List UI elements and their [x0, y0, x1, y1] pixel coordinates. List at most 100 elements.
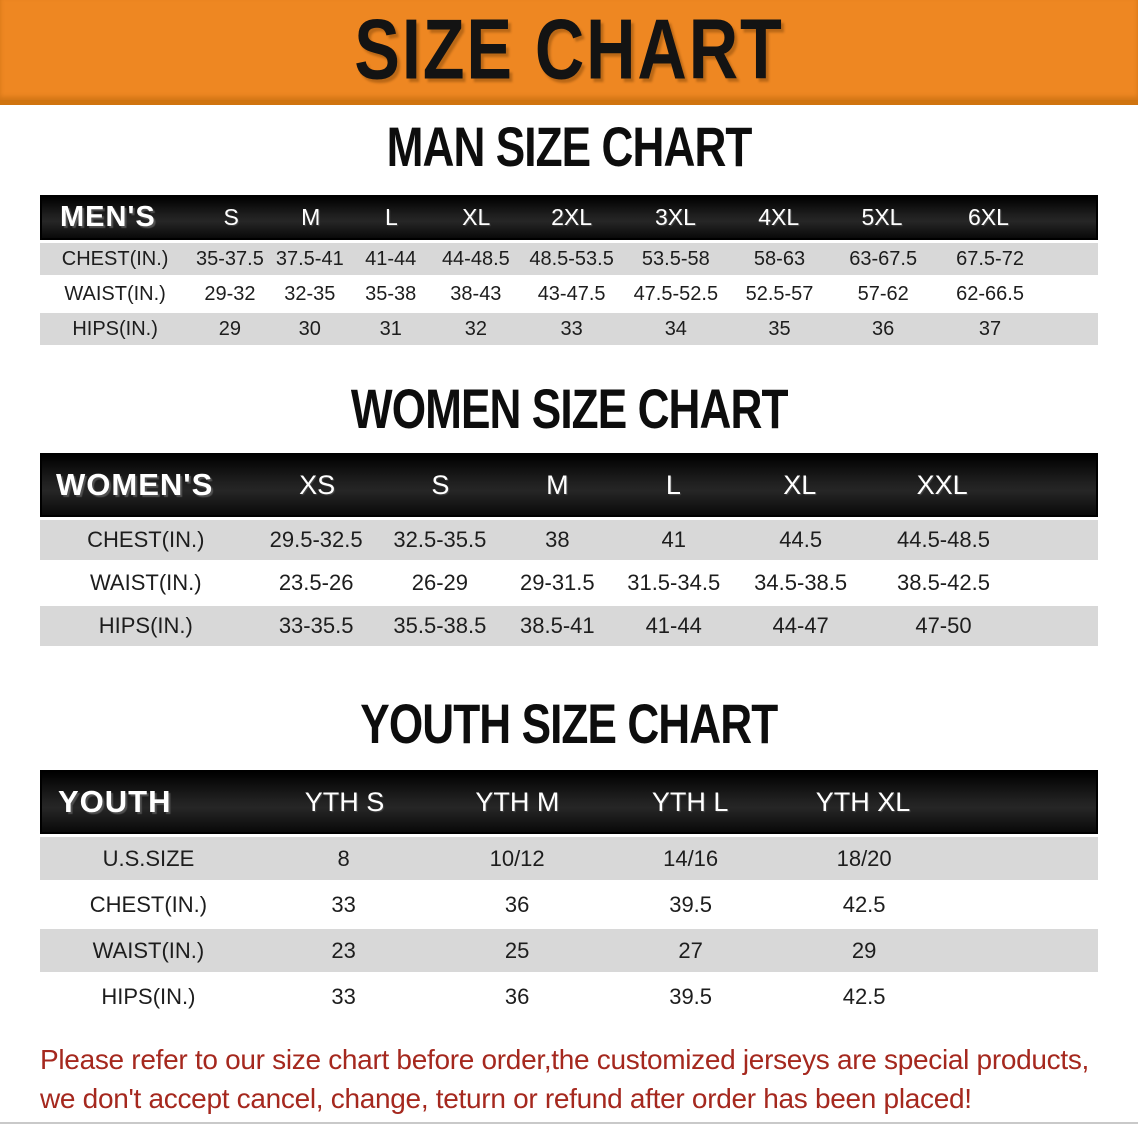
column-header-cell: L [665, 469, 681, 500]
column-header-cell: YTH M [475, 786, 560, 817]
value-cell: 57-62 [857, 282, 909, 305]
value-cell: 47-50 [915, 613, 972, 638]
value-cell: 35-38 [365, 282, 417, 305]
value-cell: 32.5-35.5 [393, 527, 487, 552]
value-cell: 42.5 [842, 983, 886, 1009]
column-header-cell: M [301, 204, 321, 230]
row-label-cell: HIPS(IN.) [101, 983, 196, 1009]
value-cell: 67.5-72 [956, 247, 1024, 270]
value-cell: 8 [337, 845, 350, 871]
table-row: CHEST(IN.) 35-37.5 37.5-41 41-44 44-48.5 48.5… [40, 243, 1098, 275]
value-cell: 33 [560, 317, 583, 340]
women-size-table: WOMEN'S XS S M L XL XXL CHEST(IN.) 29.5-32.5 32.5… [40, 453, 1098, 646]
column-header-cell: XXL [916, 469, 968, 500]
column-header-cell: 6XL [967, 204, 1009, 230]
value-cell: 48.5-53.5 [529, 247, 614, 270]
women-size-chart-heading: WOMEN SIZE CHART [0, 377, 1138, 440]
value-cell: 29-32 [204, 282, 256, 305]
value-cell: 33 [331, 891, 356, 917]
value-cell: 37.5-41 [275, 247, 344, 270]
value-cell: 32 [464, 317, 487, 340]
column-header-cell: XL [783, 469, 817, 500]
row-label-cell: WAIST(IN.) [92, 937, 205, 963]
value-cell: 23.5-26 [278, 570, 354, 595]
table-row: HIPS(IN.) 29 30 31 32 33 34 35 36 37 [40, 313, 1098, 345]
table-row: WAIST(IN.) 23 25 27 29 [40, 929, 1098, 972]
row-label-cell: HIPS(IN.) [98, 613, 193, 638]
value-cell: 27 [678, 937, 703, 963]
table-corner-label: WOMEN'S [56, 467, 214, 502]
disclaimer-line-2: we don't accept cancel, change, teturn o… [40, 1083, 972, 1114]
value-cell: 44-48.5 [441, 247, 510, 270]
row-label-cell: U.S.SIZE [102, 845, 195, 871]
value-cell: 42.5 [842, 891, 886, 917]
column-header-cell: 3XL [654, 204, 696, 230]
men-size-table: MEN'S S M L XL 2XL 3XL 4XL 5XL 6XL CHEST(IN.) 35-37… [40, 195, 1098, 345]
value-cell: 43-47.5 [537, 282, 606, 305]
youth-size-chart-heading: YOUTH SIZE CHART [0, 692, 1138, 755]
size-chart-banner: SIZE CHART [0, 0, 1138, 105]
row-label-cell: WAIST(IN.) [64, 282, 166, 305]
value-cell: 18/20 [836, 845, 892, 871]
value-cell: 58-63 [753, 247, 806, 270]
disclaimer-text: Please refer to our size chart before or… [40, 1040, 1138, 1118]
value-cell: 30 [298, 317, 321, 340]
value-cell: 38 [545, 527, 570, 552]
table-header-row: MEN'S S M L XL 2XL 3XL 4XL 5XL 6XL [40, 195, 1098, 240]
value-cell: 37 [978, 317, 1002, 340]
value-cell: 35 [768, 317, 791, 340]
row-label-cell: CHEST(IN.) [89, 891, 208, 917]
value-cell: 47.5-52.5 [633, 282, 719, 305]
value-cell: 52.5-57 [745, 282, 814, 305]
table-row: HIPS(IN.) 33-35.5 35.5-38.5 38.5-41 41-44 44-… [40, 606, 1098, 646]
column-header-cell: YTH S [304, 786, 385, 817]
column-header-cell: XL [462, 204, 491, 230]
value-cell: 35-37.5 [195, 247, 264, 270]
value-cell: 29 [218, 317, 242, 340]
column-header-cell: XS [299, 469, 336, 500]
table-corner-label: MEN'S [60, 201, 156, 233]
value-cell: 38.5-42.5 [896, 570, 990, 595]
value-cell: 32-35 [284, 282, 336, 305]
row-label-cell: CHEST(IN.) [61, 247, 169, 270]
value-cell: 36 [504, 983, 530, 1009]
column-header-cell: 2XL [551, 204, 593, 230]
table-row: HIPS(IN.) 33 36 39.5 42.5 [40, 975, 1098, 1018]
value-cell: 34 [664, 317, 687, 340]
table-row: WAIST(IN.) 29-32 32-35 35-38 38-43 43-47.5 47.… [40, 278, 1098, 310]
value-cell: 44-47 [772, 613, 829, 638]
value-cell: 41-44 [645, 613, 702, 638]
disclaimer-line-1: Please refer to our size chart before or… [40, 1044, 1090, 1075]
value-cell: 34.5-38.5 [754, 570, 848, 595]
man-size-chart-heading: MAN SIZE CHART [0, 115, 1138, 178]
value-cell: 33 [331, 983, 356, 1009]
youth-size-chart-heading-text: YOUTH SIZE CHART [360, 692, 779, 755]
table-corner-label: YOUTH [58, 784, 172, 819]
table-row: CHEST(IN.) 33 36 39.5 42.5 [40, 883, 1098, 926]
value-cell: 10/12 [489, 845, 545, 871]
column-header-cell: M [546, 469, 569, 500]
value-cell: 53.5-58 [641, 247, 710, 270]
value-cell: 25 [504, 937, 530, 963]
value-cell: 36 [872, 317, 895, 340]
value-cell: 29-31.5 [520, 570, 595, 595]
table-header-row: WOMEN'S XS S M L XL XXL [40, 453, 1098, 517]
value-cell: 29.5-32.5 [269, 527, 363, 552]
table-row: U.S.SIZE 8 10/12 14/16 18/20 [40, 837, 1098, 880]
column-header-cell: S [223, 204, 239, 230]
value-cell: 33-35.5 [278, 613, 354, 638]
value-cell: 44.5 [779, 527, 823, 552]
row-label-cell: WAIST(IN.) [89, 570, 202, 595]
column-header-cell: 5XL [861, 204, 903, 230]
value-cell: 39.5 [669, 891, 713, 917]
value-cell: 38.5-41 [520, 613, 595, 638]
column-header-cell: L [384, 204, 398, 230]
row-label-cell: CHEST(IN.) [87, 527, 205, 552]
value-cell: 35.5-38.5 [393, 613, 487, 638]
value-cell: 39.5 [669, 983, 713, 1009]
value-cell: 26-29 [411, 570, 469, 595]
value-cell: 36 [504, 891, 530, 917]
bottom-divider-line [0, 1122, 1138, 1124]
value-cell: 23 [331, 937, 356, 963]
